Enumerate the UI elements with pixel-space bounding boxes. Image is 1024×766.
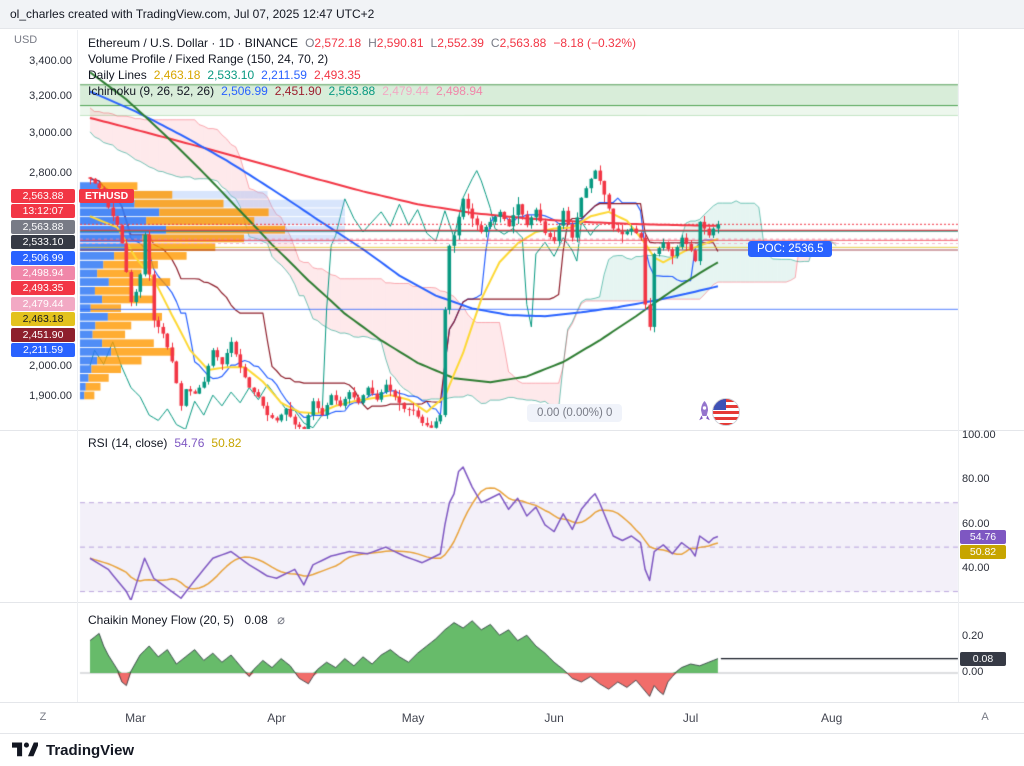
price-badge: 2,506.99 [11, 250, 75, 265]
time-axis-month-mar[interactable]: Mar [125, 711, 146, 725]
ichimoku-legend-label: Ichimoku (9, 26, 52, 26) [88, 84, 215, 98]
price-scale-currency-label[interactable]: USD [14, 34, 38, 46]
symbol-title[interactable]: Ethereum / U.S. Dollar · 1D · BINANCE [88, 36, 299, 50]
price-badge: 2,498.94 [11, 266, 75, 280]
time-axis-month-may[interactable]: May [401, 711, 425, 725]
footer-bar: TradingView [0, 733, 1024, 766]
rsi-value-badge: 54.76 [960, 529, 1006, 544]
ohlc-letter: O [305, 36, 315, 50]
price-tick-label: 2,800.00 [29, 166, 72, 179]
ichimoku-value: 2,506.99 [221, 84, 268, 98]
rsi-tick-label: 100.00 [962, 429, 996, 441]
ichimoku-value: 2,451.90 [274, 84, 322, 98]
attribution-text: ol_charles created with TradingView.com,… [10, 7, 375, 21]
rsi-legend[interactable]: RSI (14, close) 54.76 50.82 [88, 436, 241, 450]
right-scale-separator [958, 30, 959, 702]
price-badge: 2,211.59 [11, 343, 75, 357]
daily-line-value: 2,533.10 [207, 68, 255, 82]
price-tick-label: 2,000.00 [29, 360, 72, 373]
ohlc-value: 2,552.39 [437, 36, 484, 50]
daily-line-value: 2,211.59 [261, 68, 307, 82]
price-badge: 2,493.35 [11, 281, 75, 296]
measure-pill: 0.00 (0.00%) 0 [527, 404, 623, 422]
cmf-legend[interactable]: Chaikin Money Flow (20, 5) 0.08 ⌀ [88, 612, 285, 628]
rsi-legend-value: 50.82 [211, 436, 242, 450]
poc-label: POC: 2536.5 [748, 241, 833, 257]
tradingview-logo-icon[interactable] [12, 740, 38, 761]
daily-lines-legend-row[interactable]: Daily Lines 2,463.18 2,533.10 2,211.59 2,493… [88, 67, 636, 83]
cmf-legend-value: 0.08 [244, 613, 268, 627]
price-badge: 2,533.10 [11, 235, 75, 250]
us-flag-icon[interactable] [712, 398, 740, 426]
ohlc-letter: C [490, 36, 500, 50]
price-badge: 2,463.18 [11, 312, 75, 327]
flag-canton [713, 399, 726, 410]
rsi-value-badge: 50.82 [960, 544, 1006, 559]
attribution-bar: ol_charles created with TradingView.com,… [0, 0, 1024, 29]
price-tick-label: 1,900.00 [29, 389, 72, 402]
pane-separator-rsi-cmf[interactable] [0, 602, 1024, 603]
volume-profile-legend-label: Volume Profile / Fixed Range (150, 24, 7… [88, 52, 329, 66]
cmf-legend-label: Chaikin Money Flow (20, 5) [88, 613, 235, 627]
symbol-legend-row[interactable]: Ethereum / U.S. Dollar · 1D · BINANCE O2,… [88, 35, 636, 51]
price-badge: 13:12:07 [11, 204, 75, 219]
ohlc-value: 2,590.81 [376, 36, 424, 50]
ohlc-value: 2,563.88 [499, 36, 547, 50]
rsi-legend-value: 54.76 [174, 436, 205, 450]
cmf-tick-label: 0.20 [962, 630, 984, 642]
time-axis-month-apr[interactable]: Apr [267, 711, 286, 725]
time-axis-month-jul[interactable]: Jul [682, 711, 699, 725]
daily-lines-legend-label: Daily Lines [88, 68, 147, 82]
price-change: −8.18 (−0.32%) [553, 36, 637, 50]
price-tick-label: 3,200.00 [29, 89, 72, 102]
daily-line-value: 2,463.18 [153, 68, 201, 82]
price-badge: 2,563.88 [11, 189, 75, 203]
price-badge: 2,479.44 [11, 296, 75, 311]
cmf-empty-icon: ⌀ [277, 612, 285, 627]
rsi-tick-label: 60.00 [962, 517, 990, 530]
pane-separator-main-rsi[interactable] [0, 430, 1024, 431]
rsi-legend-label: RSI (14, close) [88, 436, 168, 450]
price-badge: 2,563.88 [11, 219, 75, 234]
ichimoku-value: 2,479.44 [382, 84, 429, 98]
rsi-tick-label: 80.00 [962, 473, 990, 486]
cmf-value-badge: 0.08 [960, 651, 1006, 666]
price-tick-label: 3,400.00 [29, 55, 72, 67]
time-axis-edge-left: Z [39, 711, 47, 723]
ohlc-letter: H [368, 36, 377, 50]
time-axis-month-jun[interactable]: Jun [544, 711, 564, 725]
ichimoku-legend-row[interactable]: Ichimoku (9, 26, 52, 26) 2,506.99 2,451.90… [88, 83, 636, 99]
ohlc-letter: L [430, 36, 438, 50]
volume-profile-legend-row[interactable]: Volume Profile / Fixed Range (150, 24, 7… [88, 51, 636, 67]
price-tick-label: 3,000.00 [29, 126, 72, 139]
time-axis-month-aug[interactable]: Aug [820, 711, 843, 725]
cmf-tick-label: 0.00 [962, 666, 984, 678]
tradingview-brand-text[interactable]: TradingView [46, 741, 135, 759]
symbol-price-badge: ETHUSD [79, 189, 135, 203]
rsi-tick-label: 40.00 [962, 562, 990, 575]
ohlc-value: 2,572.18 [314, 36, 362, 50]
rocket-icon [697, 401, 712, 428]
time-axis[interactable]: Z Mar Apr May Jun Jul Aug A [0, 702, 1024, 734]
left-scale-separator [77, 30, 78, 702]
time-axis-edge-right: A [981, 711, 989, 723]
main-chart-legend: Ethereum / U.S. Dollar · 1D · BINANCE O2,… [88, 35, 636, 99]
ichimoku-value: 2,498.94 [435, 84, 483, 98]
price-badge: 2,451.90 [11, 327, 75, 342]
daily-line-value: 2,493.35 [313, 68, 361, 82]
ichimoku-value: 2,563.88 [328, 84, 376, 98]
